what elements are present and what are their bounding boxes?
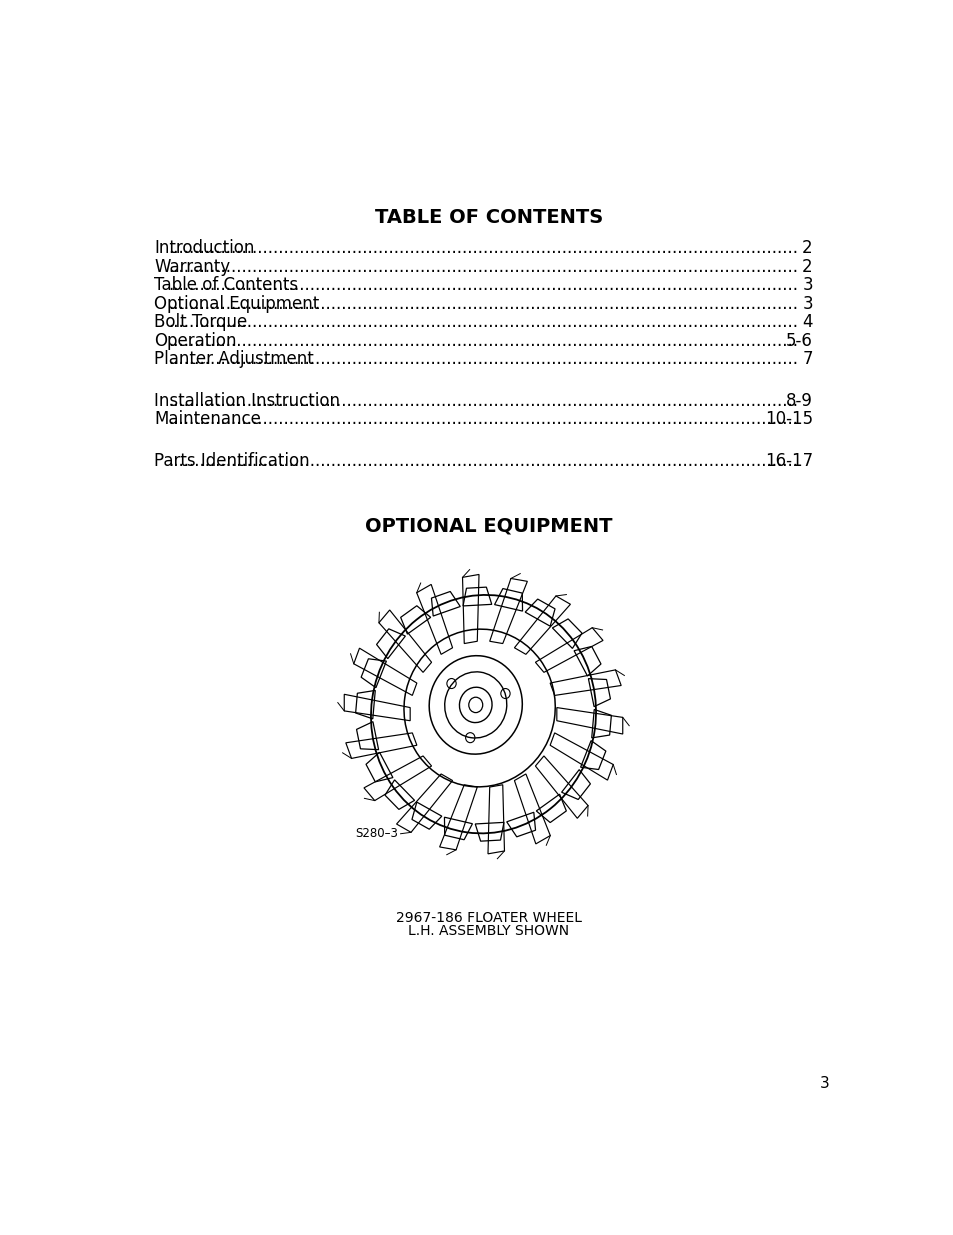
Text: 3: 3 — [801, 295, 812, 312]
Text: ................................................................................: ........................................… — [169, 240, 798, 257]
Text: Planter Adjustment: Planter Adjustment — [154, 351, 314, 368]
Text: OPTIONAL EQUIPMENT: OPTIONAL EQUIPMENT — [365, 516, 612, 535]
Text: ................................................................................: ........................................… — [169, 295, 798, 312]
Text: Parts Identification: Parts Identification — [154, 452, 310, 469]
Text: Introduction: Introduction — [154, 240, 254, 257]
Text: 7: 7 — [801, 351, 812, 368]
Text: ................................................................................: ........................................… — [169, 391, 798, 410]
Text: Optional Equipment: Optional Equipment — [154, 295, 319, 312]
Text: Bolt Torque: Bolt Torque — [154, 314, 247, 331]
Text: 3: 3 — [801, 277, 812, 294]
Text: L.H. ASSEMBLY SHOWN: L.H. ASSEMBLY SHOWN — [408, 924, 569, 937]
Text: 16-17: 16-17 — [764, 452, 812, 469]
Text: 4: 4 — [801, 314, 812, 331]
Text: Table of Contents: Table of Contents — [154, 277, 298, 294]
Text: Operation: Operation — [154, 332, 236, 350]
Text: ................................................................................: ........................................… — [169, 258, 798, 275]
Text: ................................................................................: ........................................… — [169, 351, 798, 368]
Text: 5-6: 5-6 — [785, 332, 812, 350]
Text: Installation Instruction: Installation Instruction — [154, 391, 340, 410]
Text: ................................................................................: ........................................… — [169, 410, 798, 429]
Text: 2967-186 FLOATER WHEEL: 2967-186 FLOATER WHEEL — [395, 911, 581, 925]
Text: ................................................................................: ........................................… — [169, 332, 798, 350]
Text: 2: 2 — [801, 240, 812, 257]
Text: ................................................................................: ........................................… — [169, 452, 798, 469]
Text: TABLE OF CONTENTS: TABLE OF CONTENTS — [375, 207, 602, 227]
Text: 10-15: 10-15 — [764, 410, 812, 429]
Text: ................................................................................: ........................................… — [169, 314, 798, 331]
Text: Warranty: Warranty — [154, 258, 230, 275]
Text: Maintenance: Maintenance — [154, 410, 261, 429]
Text: 2: 2 — [801, 258, 812, 275]
Text: 8-9: 8-9 — [785, 391, 812, 410]
Text: 3: 3 — [819, 1076, 828, 1092]
Text: S280–3: S280–3 — [355, 827, 398, 840]
Text: ................................................................................: ........................................… — [169, 277, 798, 294]
